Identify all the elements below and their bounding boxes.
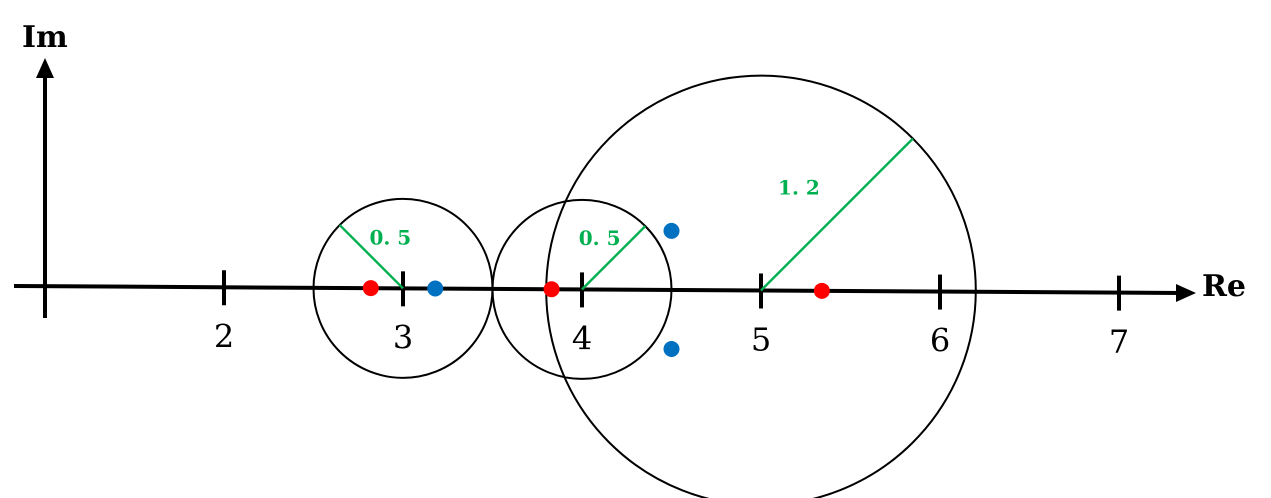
eigenvalue-points xyxy=(362,222,830,358)
real-axis-arrowhead xyxy=(1176,284,1196,302)
tick-label: 3 xyxy=(393,318,413,356)
gershgorin-discs: 0. 5 0. 5 1. 2 xyxy=(312,74,977,498)
tick-label: 6 xyxy=(930,322,950,360)
disc-radius-line xyxy=(581,225,647,291)
real-axis-ticks: 2 3 4 5 6 7 xyxy=(214,270,1129,361)
red-eigenvalue-point xyxy=(362,280,379,297)
disc-radius-line xyxy=(338,224,404,290)
blue-eigenvalue-point xyxy=(427,280,444,297)
tick-label: 5 xyxy=(751,320,771,358)
tick-label: 2 xyxy=(214,317,234,355)
imaginary-axis-arrowhead xyxy=(36,58,54,78)
real-axis-line xyxy=(13,284,1183,295)
tick-label: 4 xyxy=(572,319,592,357)
real-axis-label: Re xyxy=(1202,269,1246,304)
disc-radius-line xyxy=(760,137,914,292)
gershgorin-disc xyxy=(491,198,673,380)
blue-eigenvalue-point xyxy=(663,341,680,358)
blue-eigenvalue-point xyxy=(663,222,680,239)
disc-radius-label: 0. 5 xyxy=(369,226,411,250)
disc-radius-label: 1. 2 xyxy=(778,176,820,200)
red-eigenvalue-point xyxy=(543,281,560,298)
real-axis: Re xyxy=(13,269,1246,304)
disc-radius-label: 0. 5 xyxy=(579,226,621,250)
imaginary-axis: Im xyxy=(22,20,68,318)
imaginary-axis-label: Im xyxy=(22,20,68,55)
red-eigenvalue-point xyxy=(813,282,830,299)
tick-label: 7 xyxy=(1109,323,1129,361)
